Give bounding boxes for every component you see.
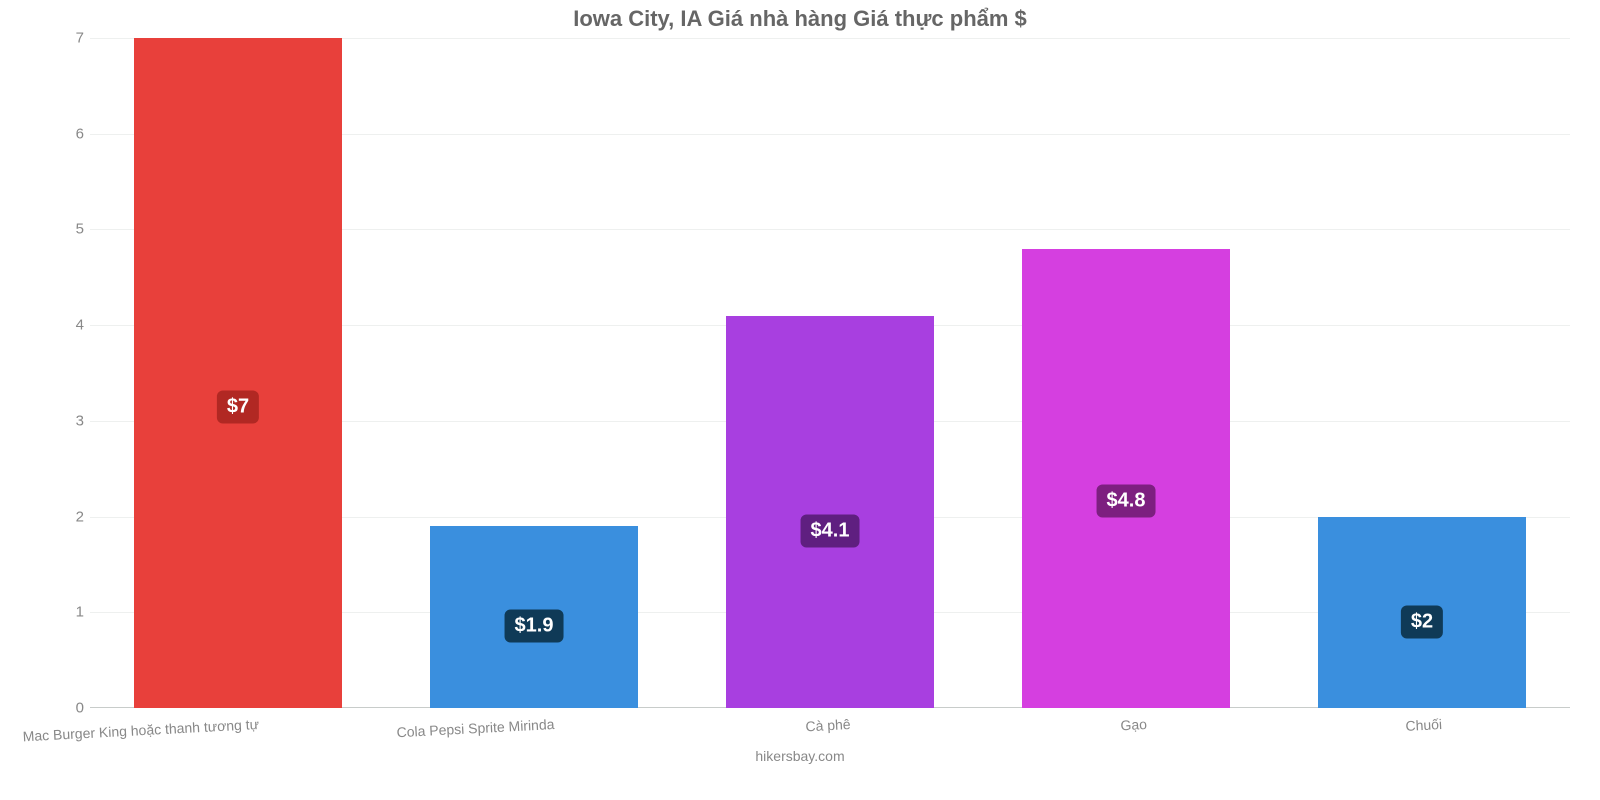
x-tick-label: Cà phê <box>805 716 851 734</box>
x-tick-label: Gạo <box>1120 716 1147 733</box>
bar-value-label: $2 <box>1401 605 1443 638</box>
y-tick-label: 6 <box>76 125 84 142</box>
plot-area: 01234567 $7$1.9$4.1$4.8$2 <box>90 38 1570 708</box>
y-tick-label: 3 <box>76 412 84 429</box>
x-tick-label: Cola Pepsi Sprite Mirinda <box>396 716 555 740</box>
y-tick-label: 4 <box>76 317 84 334</box>
bar-value-label: $4.8 <box>1097 485 1156 518</box>
y-tick-label: 5 <box>76 221 84 238</box>
bar <box>1022 249 1229 708</box>
bar-value-label: $7 <box>217 390 259 423</box>
chart-footer: hikersbay.com <box>0 748 1600 764</box>
x-tick-label: Mac Burger King hoặc thanh tương tự <box>22 716 259 744</box>
y-tick-label: 7 <box>76 30 84 47</box>
bar <box>726 316 933 708</box>
bar-value-label: $1.9 <box>505 610 564 643</box>
y-tick-label: 1 <box>76 604 84 621</box>
bar-value-label: $4.1 <box>801 515 860 548</box>
chart-container: Iowa City, IA Giá nhà hàng Giá thực phẩm… <box>0 0 1600 800</box>
chart-title: Iowa City, IA Giá nhà hàng Giá thực phẩm… <box>0 6 1600 32</box>
x-tick-label: Chuối <box>1405 716 1442 734</box>
bar <box>134 38 341 708</box>
y-axis: 01234567 <box>50 38 90 708</box>
y-tick-label: 0 <box>76 700 84 717</box>
y-tick-label: 2 <box>76 508 84 525</box>
bars-layer: $7 $1.9 $4.1 $4.8 $2 <box>90 38 1570 708</box>
